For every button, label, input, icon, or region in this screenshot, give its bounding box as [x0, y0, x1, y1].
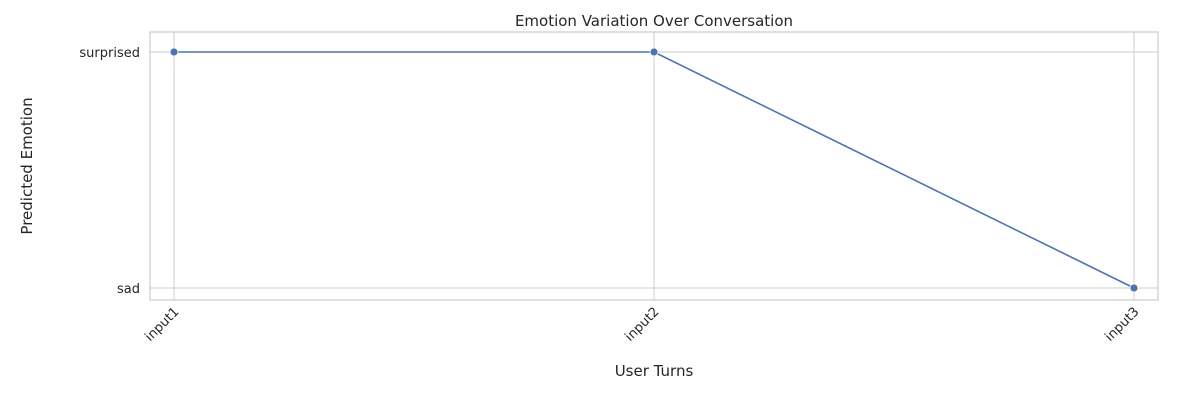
y-tick-label: surprised [79, 46, 140, 61]
chart-title: Emotion Variation Over Conversation [515, 12, 793, 30]
x-tick-label: input3 [1102, 305, 1142, 345]
x-tick-labels: input1 input2 input3 [142, 305, 1142, 345]
x-tick-label: input2 [622, 305, 662, 345]
y-tick-label: sad [117, 282, 140, 297]
data-point [169, 47, 179, 57]
x-tick-label: input1 [142, 305, 182, 345]
y-axis-label: Predicted Emotion [18, 97, 36, 234]
y-tick-labels: sad surprised [79, 46, 140, 297]
plot-area-frame [149, 31, 1159, 301]
data-point [1129, 283, 1139, 293]
x-axis-label: User Turns [615, 362, 694, 380]
grid [150, 32, 1158, 300]
data-point [649, 47, 659, 57]
series-layer [169, 47, 1139, 293]
